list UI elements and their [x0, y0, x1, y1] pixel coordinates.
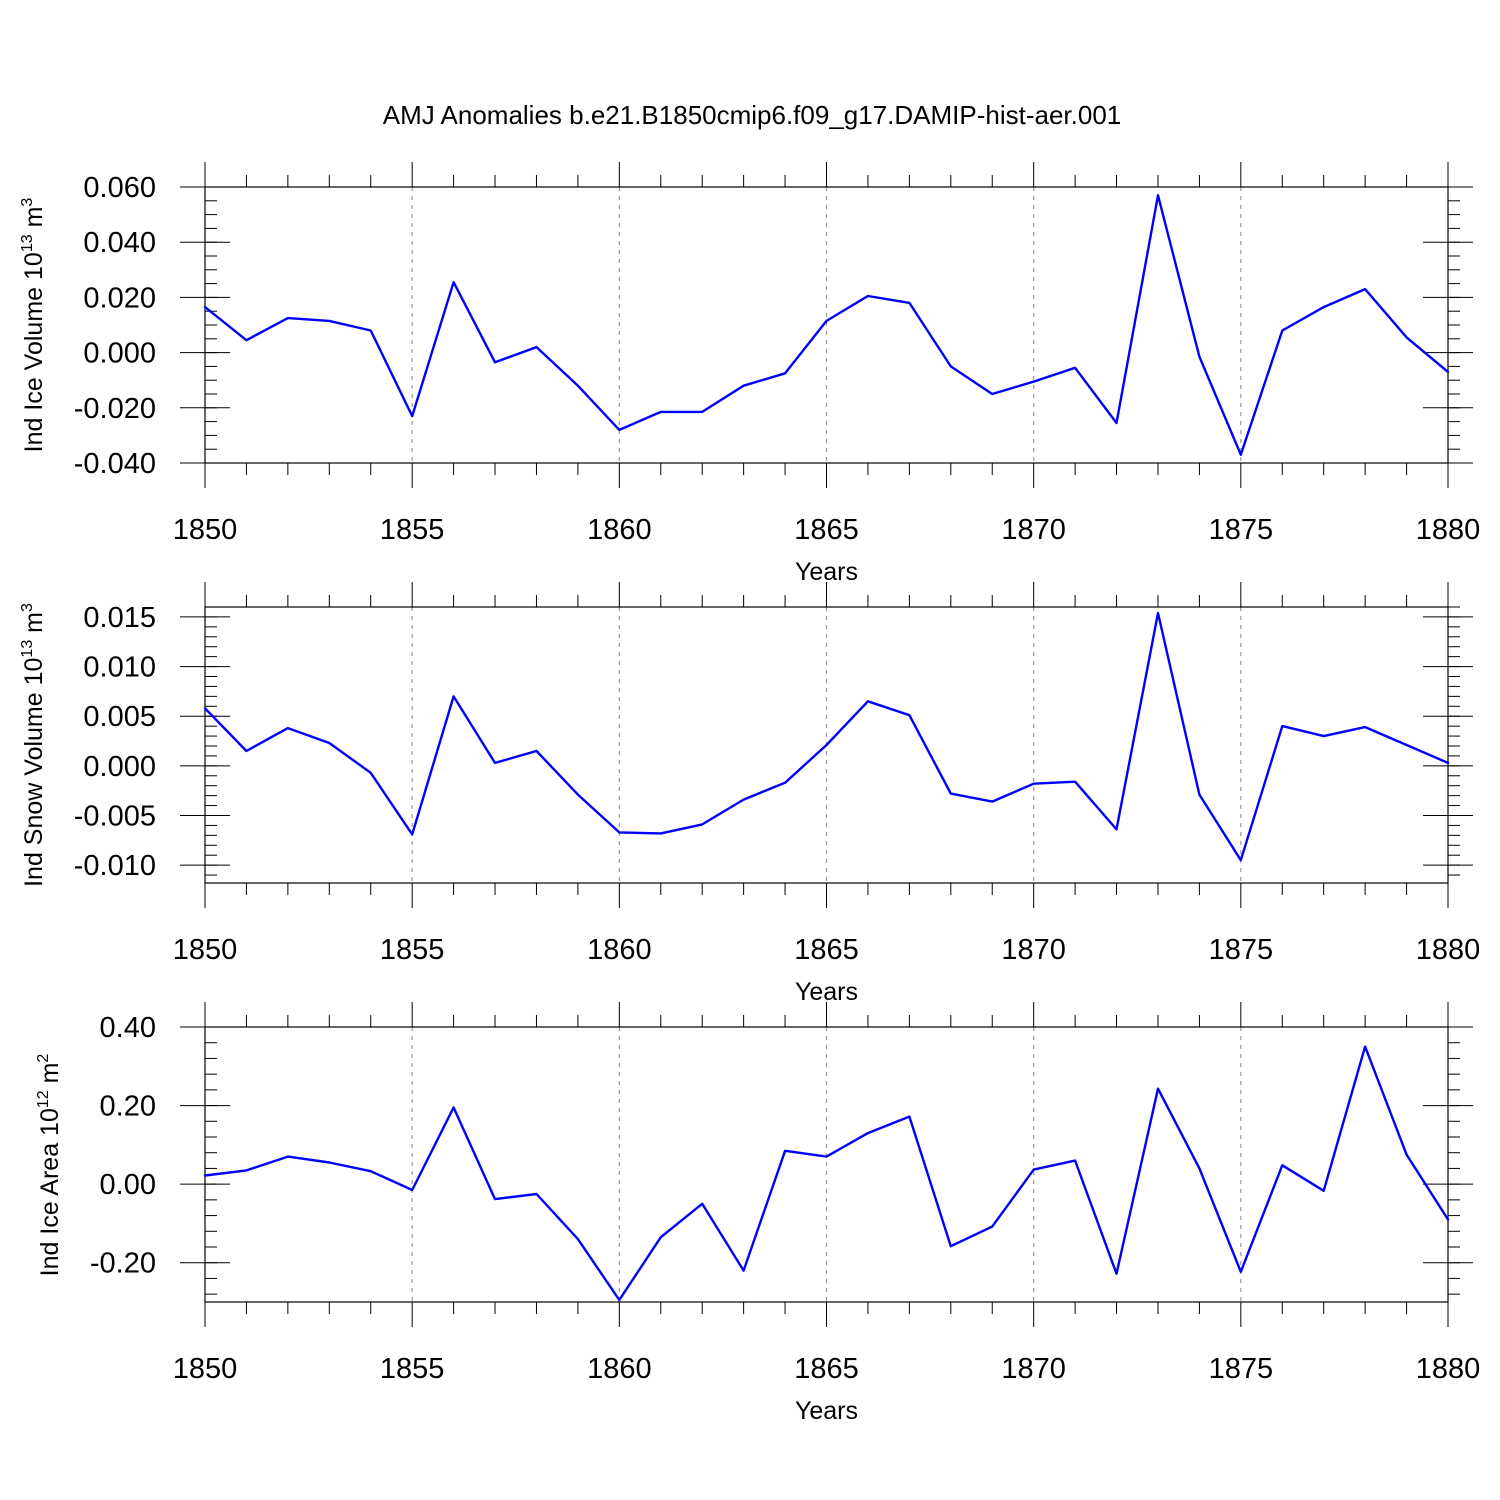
y-axis-title-part: m	[20, 207, 48, 235]
y-axis-title-superscript: 3	[19, 198, 36, 207]
x-tick-label: 1865	[794, 1353, 859, 1385]
x-axis-title: Years	[795, 1397, 858, 1425]
y-tick-label: 0.20	[100, 1091, 156, 1123]
x-tick-label: 1865	[794, 514, 859, 546]
y-tick-label: -0.020	[74, 393, 156, 425]
x-tick-label: 1860	[587, 934, 652, 966]
y-tick-label: 0.060	[83, 172, 156, 204]
x-tick-label: 1880	[1416, 934, 1481, 966]
panel-ice-volume: 1850 1855 1860 1865 1870 1875 1880 0.060 0.040 0.…	[19, 162, 1480, 586]
x-tick-label: 1860	[587, 1353, 652, 1385]
x-tick-label: 1855	[380, 514, 445, 546]
x-tick-label: 1870	[1001, 1353, 1066, 1385]
x-tick-label: 1865	[794, 934, 859, 966]
y-tick-label: 0.000	[83, 338, 156, 370]
y-axis-title-part: m	[20, 612, 48, 640]
x-tick-label: 1875	[1209, 514, 1274, 546]
y-axis-title-superscript: 13	[19, 640, 36, 658]
series-line-ice-volume	[203, 194, 1450, 456]
y-tick-label: 0.010	[83, 652, 156, 684]
y-tick-label: -0.040	[74, 448, 156, 480]
y-axis-title-superscript: 3	[19, 603, 36, 612]
y-axis-title-part: Ind Snow Volume 10	[20, 658, 48, 887]
y-tick-label: -0.005	[74, 800, 156, 832]
y-tick-label: 0.000	[83, 751, 156, 783]
y-tick-label: 0.040	[83, 227, 156, 259]
series-line-ice-area	[203, 1045, 1450, 1302]
y-axis-title-part: Ind Ice Area 10	[36, 1108, 64, 1276]
y-axis-title-part: m	[36, 1063, 64, 1091]
x-tick-label: 1860	[587, 514, 652, 546]
panel-ice-area: 1850 1855 1860 1865 1870 1875 1880 0.40 0.20 0.00…	[35, 1002, 1480, 1425]
x-axis-title: Years	[795, 558, 858, 586]
y-tick-label: -0.010	[74, 850, 156, 882]
x-tick-label: 1870	[1001, 934, 1066, 966]
y-axis-title: Ind Ice Area 1012 m2	[35, 1054, 64, 1277]
y-axis-title-superscript: 12	[35, 1090, 52, 1108]
x-tick-label: 1875	[1209, 1353, 1274, 1385]
y-tick-label: 0.015	[83, 602, 156, 634]
series-line-snow-volume	[203, 611, 1450, 862]
y-tick-label: 0.00	[100, 1169, 156, 1201]
x-axis-title: Years	[795, 978, 858, 1006]
y-axis-title-superscript: 2	[35, 1054, 52, 1063]
x-tick-label: 1880	[1416, 1353, 1481, 1385]
y-axis-title: Ind Ice Volume 1013 m3	[19, 198, 48, 453]
y-tick-label: 0.020	[83, 282, 156, 314]
y-axis-title-superscript: 13	[19, 234, 36, 252]
y-tick-label: -0.20	[90, 1248, 156, 1280]
x-tick-label: 1850	[173, 934, 238, 966]
x-tick-label: 1855	[380, 934, 445, 966]
x-tick-label: 1850	[173, 514, 238, 546]
x-tick-label: 1870	[1001, 514, 1066, 546]
y-tick-label: 0.40	[100, 1012, 156, 1044]
y-axis-title-part: Ind Ice Volume 10	[20, 252, 48, 452]
x-tick-label: 1855	[380, 1353, 445, 1385]
y-axis-title: Ind Snow Volume 1013 m3	[19, 603, 48, 887]
x-tick-label: 1875	[1209, 934, 1274, 966]
chart-title: AMJ Anomalies b.e21.B1850cmip6.f09_g17.D…	[383, 100, 1122, 130]
x-tick-label: 1850	[173, 1353, 238, 1385]
panel-snow-volume: 1850 1855 1860 1865 1870 1875 1880 0.015 0.010 0.…	[19, 582, 1480, 1006]
y-tick-label: 0.005	[83, 701, 156, 733]
x-tick-label: 1880	[1416, 514, 1481, 546]
